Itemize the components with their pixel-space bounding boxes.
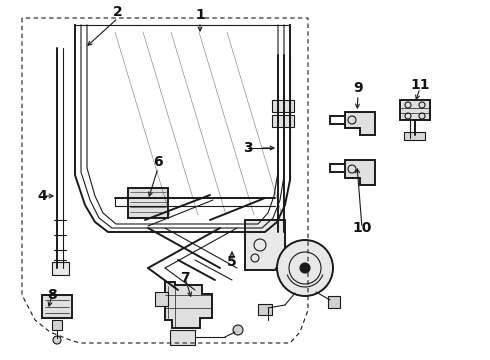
Polygon shape <box>52 262 69 275</box>
Polygon shape <box>258 304 272 315</box>
Text: 5: 5 <box>227 255 237 269</box>
Polygon shape <box>128 188 168 218</box>
Polygon shape <box>345 160 375 185</box>
Text: 3: 3 <box>243 141 253 155</box>
Polygon shape <box>42 295 72 318</box>
Text: 10: 10 <box>352 221 372 235</box>
Text: 1: 1 <box>195 8 205 22</box>
Polygon shape <box>245 220 285 270</box>
Polygon shape <box>400 100 430 120</box>
Circle shape <box>233 325 243 335</box>
Text: 8: 8 <box>47 288 57 302</box>
Polygon shape <box>345 112 375 135</box>
Circle shape <box>53 336 61 344</box>
Text: 9: 9 <box>353 81 363 95</box>
Polygon shape <box>328 296 340 308</box>
Polygon shape <box>272 115 294 127</box>
Polygon shape <box>272 100 294 112</box>
Circle shape <box>300 263 310 273</box>
Polygon shape <box>404 132 425 140</box>
Polygon shape <box>52 320 62 330</box>
Text: 6: 6 <box>153 155 163 169</box>
Polygon shape <box>165 282 212 328</box>
Polygon shape <box>170 330 195 345</box>
Text: 4: 4 <box>37 189 47 203</box>
Circle shape <box>277 240 333 296</box>
Text: 11: 11 <box>410 78 430 92</box>
Text: 2: 2 <box>113 5 123 19</box>
Text: 7: 7 <box>180 271 190 285</box>
Polygon shape <box>155 292 168 306</box>
